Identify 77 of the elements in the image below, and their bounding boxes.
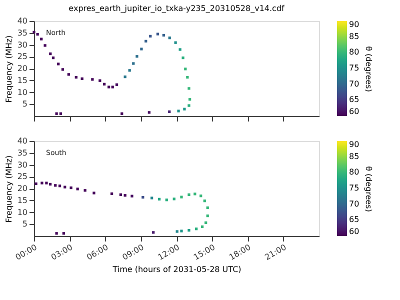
- point: [140, 48, 143, 50]
- point: [36, 32, 39, 36]
- color-bar-label: 90: [349, 20, 360, 29]
- point: [111, 86, 114, 88]
- point: [40, 38, 43, 40]
- y-tick-label: 25: [17, 52, 28, 62]
- color-bar-label: 70: [349, 79, 360, 88]
- color-bar-label: 65: [349, 215, 360, 224]
- y-tick-label: 40: [17, 16, 28, 26]
- y-tick-label: 10: [17, 208, 28, 217]
- point: [92, 192, 96, 194]
- color-bar-label: 60: [349, 227, 360, 236]
- point: [177, 110, 180, 112]
- y-tick-label: 35: [17, 28, 28, 38]
- color-bar-label: 80: [349, 48, 360, 57]
- point: [172, 198, 176, 200]
- y-tick-label: 5: [22, 100, 28, 109]
- color-bar-label: 90: [349, 140, 360, 149]
- color-bar-label: 75: [349, 64, 360, 72]
- point: [194, 192, 196, 196]
- point: [44, 44, 46, 47]
- point: [178, 48, 182, 51]
- y-tick-label: 15: [17, 76, 28, 85]
- point: [182, 56, 184, 60]
- x-axis-title: Time (hours of 2031-05-28 UTC): [112, 264, 242, 274]
- color-bar-label: 80: [349, 168, 360, 177]
- y-tick-label: 20: [17, 64, 28, 73]
- chart-title: expres_earth_jupiter_io_txka-y235_20310528_v14.cdf: [68, 4, 285, 13]
- color-bar-label: 85: [349, 32, 360, 41]
- y-tick-label: 5: [22, 220, 28, 229]
- point: [174, 41, 177, 44]
- color-bar-label: 65: [349, 95, 360, 104]
- color-bar-label: 75: [349, 184, 360, 192]
- point: [130, 194, 134, 198]
- point: [156, 32, 160, 36]
- point: [55, 112, 58, 115]
- point: [84, 189, 86, 192]
- color-bar-label: 60: [349, 107, 360, 116]
- y-axis-title: Frequency (MHz): [4, 155, 14, 223]
- point: [132, 62, 135, 65]
- color-bar-title: θ (degrees): [364, 166, 373, 212]
- color-bar-label: 85: [349, 152, 360, 161]
- y-tick-label: 35: [17, 148, 28, 158]
- color-bar-title: θ (degrees): [364, 46, 373, 92]
- y-tick-label: 20: [17, 184, 28, 193]
- y-tick-label: 30: [17, 160, 28, 170]
- point: [40, 182, 44, 184]
- point: [32, 30, 36, 34]
- point: [61, 68, 64, 71]
- point: [67, 73, 70, 76]
- point: [176, 230, 178, 233]
- point: [34, 182, 38, 186]
- point: [76, 188, 79, 190]
- point: [70, 186, 72, 190]
- point: [152, 231, 155, 234]
- point: [45, 182, 48, 184]
- point: [184, 68, 187, 70]
- point: [136, 55, 138, 58]
- point: [150, 196, 154, 200]
- y-tick-label: 10: [17, 88, 28, 97]
- point: [180, 196, 183, 198]
- point: [55, 232, 58, 235]
- y-tick-label: 25: [17, 172, 28, 182]
- point: [188, 228, 190, 232]
- color-bar-label: 70: [349, 199, 360, 208]
- point: [180, 230, 183, 232]
- point: [188, 193, 190, 196]
- point: [57, 62, 60, 66]
- y-tick-label: 15: [17, 196, 28, 205]
- point: [148, 111, 151, 114]
- point: [188, 104, 190, 107]
- y-axis-title: Frequency (MHz): [4, 35, 14, 103]
- point: [188, 87, 190, 90]
- point: [183, 108, 186, 110]
- point: [107, 86, 110, 88]
- y-tick-label: 30: [17, 40, 28, 50]
- y-tick-label: 40: [17, 136, 28, 146]
